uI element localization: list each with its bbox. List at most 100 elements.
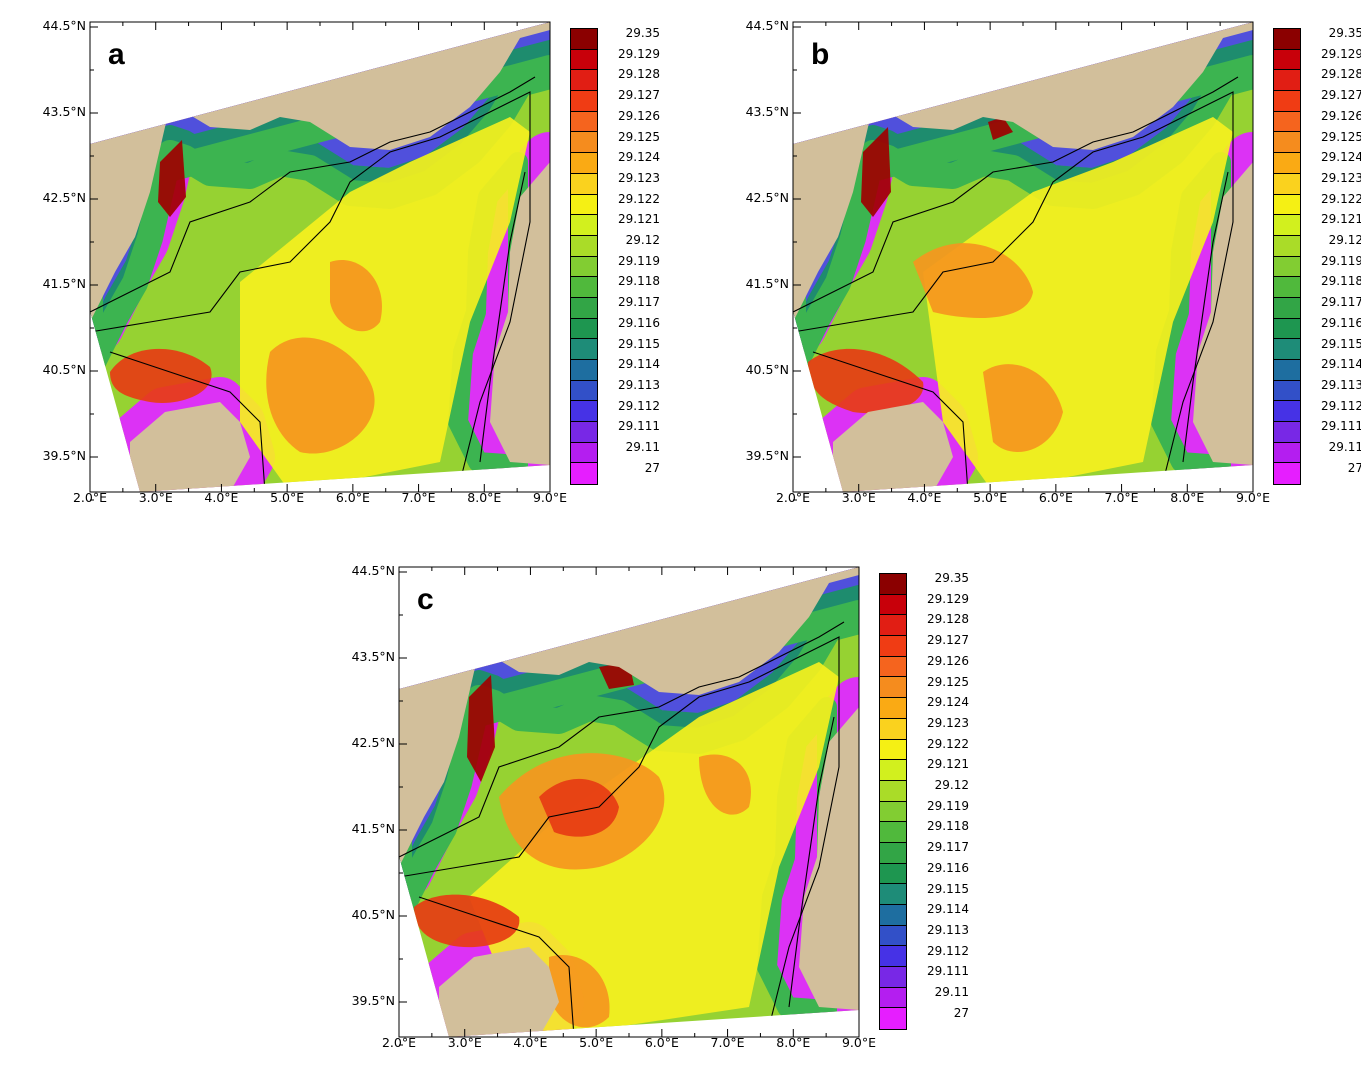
depth-contour — [793, 91, 1234, 483]
colorbar-swatch — [880, 884, 906, 905]
depth-contour — [1182, 171, 1229, 463]
longitude-label: 3.0°E — [841, 490, 876, 505]
land-corsica-sardinia — [799, 707, 859, 1010]
colorbar-label: 29.114 — [1321, 357, 1361, 372]
colorbar-label: 29.113 — [927, 922, 969, 937]
colorbar-label: 29.115 — [618, 336, 660, 351]
depth-contour — [399, 636, 840, 1028]
depth-contour — [90, 91, 531, 483]
longitude-label: 3.0°E — [138, 490, 173, 505]
colorbar-swatch — [1274, 173, 1300, 195]
latitude-label: 42.5°N — [745, 190, 789, 205]
colorbar-swatch — [880, 718, 906, 740]
longitude-label: 9.0°E — [841, 1035, 877, 1050]
colorbar-label: 29.119 — [927, 798, 969, 813]
colorbar-swatch — [1274, 49, 1300, 71]
colorbar-swatch — [1274, 463, 1300, 485]
depth-contour — [109, 351, 266, 492]
latitude-label: 43.5°N — [42, 104, 86, 119]
latitude-label: 41.5°N — [351, 821, 395, 836]
depth-contour — [812, 351, 969, 492]
colorbar-label: 29.11 — [1328, 440, 1361, 454]
colorbar-swatch — [571, 173, 597, 195]
colorbar — [570, 28, 598, 486]
shelf-band-green — [399, 600, 859, 926]
longitude-label: 6.0°E — [335, 490, 370, 505]
colorbar-label: 29.122 — [1321, 191, 1361, 206]
model-domain — [90, 22, 550, 492]
colorbar-label: 29.35 — [625, 26, 660, 40]
colorbar-swatch — [880, 739, 906, 761]
colorbar-swatch — [571, 132, 597, 154]
longitude-label: 3.0°E — [447, 1035, 482, 1050]
colorbar-swatch — [571, 153, 597, 174]
colorbar-swatch — [571, 463, 597, 485]
longitude-label: 7.0°E — [710, 1035, 745, 1050]
colorbar-label: 29.121 — [1321, 212, 1361, 227]
colorbar-swatch — [1274, 70, 1300, 92]
colorbar-label: 29.127 — [618, 88, 660, 103]
colorbar-label: 29.111 — [927, 964, 969, 979]
field-patch — [110, 348, 212, 403]
colorbar-label: 29.119 — [618, 253, 660, 268]
field-patch — [266, 337, 375, 454]
land-balearic — [833, 402, 953, 492]
colorbar — [1273, 28, 1301, 486]
colorbar-swatch — [880, 842, 906, 864]
longitude-label: 8.0°E — [1170, 490, 1205, 505]
colorbar-label: 29.129 — [927, 591, 969, 606]
colorbar-swatch — [1274, 297, 1300, 319]
colorbar-label: 29.112 — [1321, 398, 1361, 413]
depth-contour — [90, 76, 536, 313]
colorbar-label: 27 — [953, 1005, 969, 1020]
latitude-label: 44.5°N — [42, 18, 86, 33]
colorbar-swatch — [880, 822, 906, 843]
depth-contour — [793, 76, 1239, 313]
colorbar-label: 29.123 — [1321, 170, 1361, 185]
colorbar-swatch — [880, 863, 906, 885]
colorbar-label: 29.112 — [927, 943, 969, 958]
colorbar-swatch — [880, 574, 906, 595]
depth-contour — [418, 896, 575, 1037]
colorbar-swatch — [1274, 339, 1300, 360]
latitude-label: 41.5°N — [42, 276, 86, 291]
colorbar-label: 29.124 — [927, 695, 969, 710]
colorbar-label: 27 — [1347, 460, 1361, 475]
colorbar-label: 29.12 — [934, 778, 969, 792]
field-patch — [913, 243, 1033, 318]
colorbar-label: 29.115 — [927, 881, 969, 896]
latitude-label: 42.5°N — [42, 190, 86, 205]
depth-contour — [479, 171, 526, 463]
colorbar-swatch — [571, 297, 597, 319]
colorbar-swatch — [1274, 153, 1300, 174]
colorbar-label: 29.117 — [618, 295, 660, 310]
colorbar — [879, 573, 907, 1031]
colorbar-label: 27 — [644, 460, 660, 475]
longitude-label: 5.0°E — [270, 490, 305, 505]
land-balearic — [439, 947, 559, 1037]
colorbar-swatch — [571, 29, 597, 50]
colorbar-swatch — [880, 925, 906, 947]
colorbar-label: 29.117 — [1321, 295, 1361, 310]
latitude-label: 41.5°N — [745, 276, 789, 291]
colorbar-swatch — [1274, 277, 1300, 298]
model-domain — [399, 567, 859, 1037]
longitude-label: 5.0°E — [579, 1035, 614, 1050]
depth-contour — [399, 621, 845, 858]
panel-letter: b — [811, 38, 830, 71]
colorbar-swatch — [880, 760, 906, 781]
colorbar-swatch — [571, 339, 597, 360]
field-patch — [330, 260, 382, 332]
colorbar-label: 29.111 — [618, 419, 660, 434]
latitude-label: 40.5°N — [745, 362, 789, 377]
field-patch — [414, 894, 520, 948]
colorbar-label: 29.126 — [1321, 108, 1361, 123]
colorbar-label: 29.124 — [1321, 150, 1361, 165]
panel-letter: a — [108, 38, 125, 71]
longitude-label: 7.0°E — [1104, 490, 1139, 505]
colorbar-swatch — [880, 636, 906, 657]
field-patch — [158, 140, 186, 217]
colorbar-swatch — [571, 277, 597, 298]
colorbar-swatch — [571, 422, 597, 443]
colorbar-swatch — [571, 49, 597, 71]
